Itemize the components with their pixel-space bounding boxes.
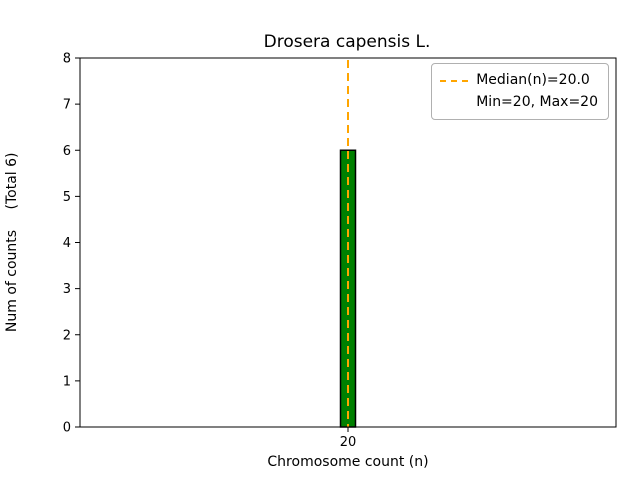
plot-area: 0 1 2 3 4 5 6 7 8 20: [63, 52, 617, 450]
legend: Median(n)=20.0 Min=20, Max=20: [431, 63, 609, 121]
legend-label-median: Median(n)=20.0: [476, 72, 590, 88]
axes-box: [79, 57, 617, 428]
y-tick-label: 3: [63, 282, 71, 297]
y-axis-label: Num of counts: [4, 230, 20, 332]
chart-title: Drosera capensis L.: [264, 32, 431, 52]
y-tick-label: 8: [63, 52, 71, 67]
y-tick-label: 2: [63, 328, 71, 343]
legend-label-minmax: Min=20, Max=20: [476, 93, 598, 110]
median-dashed-line-icon: [440, 79, 469, 82]
legend-entry-median: Median(n)=20.0: [440, 70, 598, 92]
x-axis-label: Chromosome count (n): [267, 454, 428, 470]
x-tick-label: 20: [340, 435, 357, 450]
legend-empty-marker: [440, 102, 468, 104]
y-tick-label: 1: [63, 374, 71, 389]
y-axis-note: (Total 6): [4, 153, 20, 210]
legend-entry-minmax: Min=20, Max=20: [440, 92, 598, 114]
y-tick-label: 7: [63, 98, 71, 113]
y-tick-label: 5: [63, 190, 71, 205]
y-tick-label: 4: [63, 236, 71, 251]
y-tick-label: 0: [63, 421, 71, 436]
y-tick-label: 6: [63, 144, 71, 159]
